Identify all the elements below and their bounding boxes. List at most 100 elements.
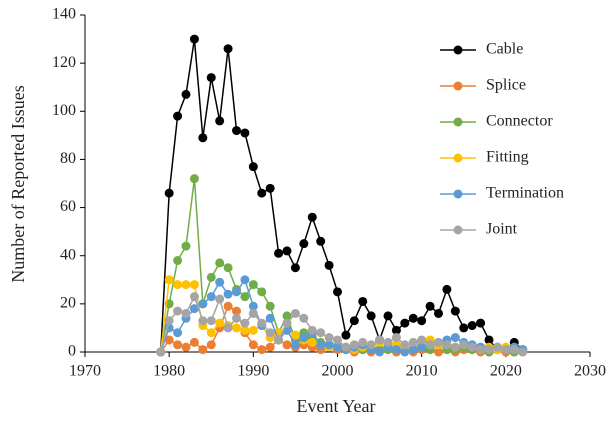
point — [240, 325, 250, 335]
x-axis-label: Event Year — [297, 396, 376, 416]
point — [257, 318, 267, 328]
point — [274, 335, 284, 345]
point — [206, 292, 216, 302]
point — [307, 212, 317, 222]
y-tick-label: 60 — [60, 198, 76, 215]
point — [282, 340, 292, 350]
point — [425, 301, 435, 311]
point — [349, 316, 359, 326]
point — [450, 342, 460, 352]
point — [408, 345, 418, 355]
point — [215, 318, 225, 328]
point — [189, 174, 199, 184]
point — [173, 280, 183, 290]
point — [257, 345, 267, 355]
point — [181, 308, 191, 318]
point — [299, 313, 309, 323]
y-tick-label: 20 — [60, 295, 76, 312]
legend-label: Fitting — [486, 149, 529, 166]
point — [198, 299, 208, 309]
point — [501, 345, 511, 355]
point — [156, 347, 166, 357]
point — [164, 316, 174, 326]
point — [467, 342, 477, 352]
point — [307, 337, 317, 347]
point — [434, 347, 443, 357]
point — [282, 246, 292, 256]
point — [215, 258, 225, 268]
point — [417, 316, 427, 326]
point — [333, 335, 342, 345]
point — [324, 260, 334, 270]
point — [223, 289, 233, 299]
x-tick-label: 1970 — [69, 363, 101, 380]
point — [442, 284, 452, 294]
point — [232, 323, 241, 333]
point — [248, 340, 258, 350]
point — [232, 126, 241, 136]
point — [206, 328, 216, 338]
x-tick-label: 2010 — [406, 363, 438, 380]
point — [484, 335, 494, 345]
point — [408, 337, 418, 347]
point — [290, 263, 300, 273]
point — [509, 345, 519, 355]
point — [248, 301, 258, 311]
point — [417, 335, 427, 345]
point — [181, 89, 191, 99]
point — [232, 287, 241, 297]
point — [299, 239, 309, 249]
point — [391, 325, 401, 335]
x-tick-label: 2000 — [322, 363, 354, 380]
point — [459, 340, 469, 350]
point — [164, 275, 174, 285]
y-axis-label: Number of Reported Issues — [8, 85, 28, 282]
point — [484, 345, 494, 355]
point — [366, 311, 376, 321]
point — [265, 342, 275, 352]
point — [333, 342, 342, 352]
point — [383, 337, 393, 347]
point — [173, 306, 183, 316]
point — [232, 313, 241, 323]
point — [181, 342, 191, 352]
point — [282, 318, 292, 328]
point — [215, 116, 225, 126]
point — [324, 333, 334, 343]
point — [215, 277, 225, 287]
point — [223, 44, 233, 54]
point — [316, 328, 326, 338]
x-tick-label: 2020 — [490, 363, 522, 380]
point — [518, 347, 528, 357]
point — [173, 340, 183, 350]
point — [240, 318, 250, 328]
point — [248, 280, 258, 290]
point — [223, 263, 233, 273]
point — [408, 313, 418, 323]
legend-label: Joint — [486, 221, 518, 238]
point — [450, 333, 460, 343]
y-tick-label: 0 — [68, 343, 76, 360]
point — [173, 328, 183, 338]
x-tick-label: 2030 — [574, 363, 606, 380]
point — [223, 301, 233, 311]
point — [274, 248, 284, 258]
point — [391, 345, 401, 355]
point — [189, 304, 199, 314]
point — [257, 188, 267, 198]
point — [290, 340, 300, 350]
point — [375, 347, 385, 357]
point — [240, 275, 250, 285]
point — [333, 287, 342, 297]
point — [476, 318, 486, 328]
y-tick-label: 120 — [52, 54, 76, 71]
point — [223, 323, 233, 333]
point — [425, 340, 435, 350]
point — [265, 183, 275, 193]
legend-label: Connector — [486, 113, 553, 130]
point — [290, 330, 300, 340]
point — [189, 34, 199, 44]
point — [206, 272, 216, 282]
x-tick-label: 1990 — [237, 363, 269, 380]
point — [248, 325, 258, 335]
